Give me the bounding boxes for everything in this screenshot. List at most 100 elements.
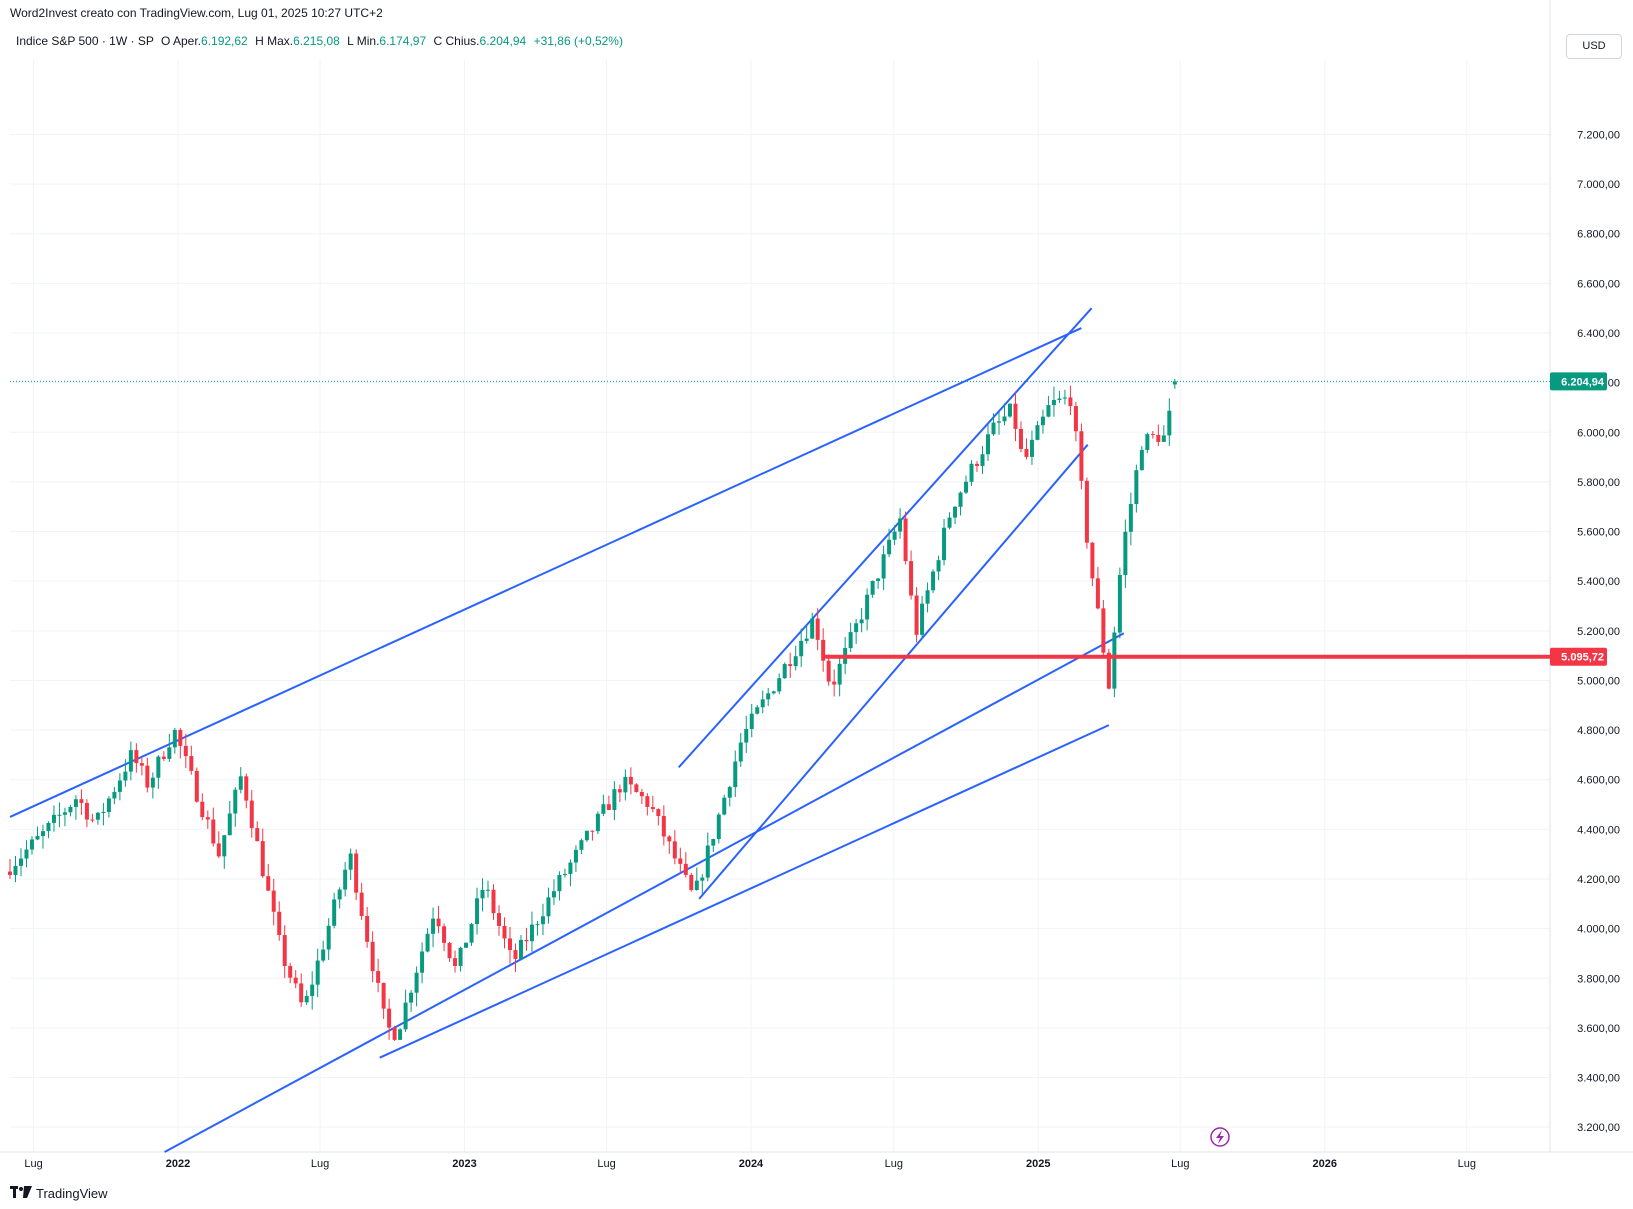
candle [661,805,666,846]
candle [486,880,491,898]
currency-button[interactable]: USD [1566,34,1622,59]
trendline [9,327,1082,818]
candle-body [727,787,732,798]
candle-body [167,747,172,759]
brand-footer[interactable]: TradingView [10,1186,108,1201]
price-tick-label: 5.400,00 [1577,576,1620,588]
candle-body [365,915,370,942]
time-tick-label: 2026 [1312,1158,1336,1170]
candle-body [332,899,337,926]
candle [628,767,633,795]
candle-body [1095,578,1100,609]
candle [733,750,738,798]
symbol-title[interactable]: Indice S&P 500 · 1W · SP [16,34,154,48]
candle [755,704,760,715]
candle-body [540,916,545,925]
candle-body [178,729,183,746]
candle-body [277,911,282,936]
candle-body [293,977,298,984]
last-price-badge-bg [1550,372,1607,391]
candle [233,787,238,827]
candle-body [1145,434,1150,450]
candle-body [376,971,381,983]
candle [84,799,89,828]
candle [321,940,326,963]
candle-body [744,728,749,743]
candle-body [354,853,359,893]
candle-body [260,841,265,877]
high-letter: H [255,34,264,48]
candle [18,848,23,877]
candle-body [898,518,903,532]
candle-body [958,492,963,507]
candle [73,795,78,820]
candle-body [1073,406,1078,432]
candle-body [903,518,908,562]
candle [1117,567,1122,639]
candle [617,784,622,803]
candle [634,783,639,793]
candle [667,835,672,854]
trendlines [9,307,1125,1153]
candle [1035,420,1040,441]
price-tick-label: 3.800,00 [1577,973,1620,985]
candle [832,669,837,697]
candle [469,922,474,946]
candle-body [35,836,40,840]
candle [117,773,122,801]
candle [722,794,727,816]
candle [1046,395,1051,418]
candle [24,840,29,868]
candle [8,858,12,879]
candle-body [689,874,694,890]
candle [815,608,820,651]
candle [826,654,831,686]
candle [1112,626,1117,698]
candle [161,751,166,762]
candle-body [1040,416,1045,426]
candle [216,831,221,858]
candle-body [892,531,897,540]
candle [612,781,617,821]
candle [79,789,84,815]
candle-body [1018,428,1023,449]
time-axis: Lug 2022 Lug 2023 Lug 2024 Lug 2025 Lug 2026 Lug [24,1158,1476,1170]
candle-body [991,422,996,435]
price-tick-label: 6.800,00 [1577,229,1620,241]
candle [799,628,804,668]
candle-body [826,660,831,682]
candle-body [678,858,683,864]
candle-body [475,898,480,925]
candle [502,917,507,949]
candle-body [925,590,930,604]
candle-body [387,1008,392,1028]
candle-body [694,880,699,890]
candle-body [321,949,326,961]
candle [865,588,870,631]
candle [310,971,315,1010]
candle [700,874,705,894]
candle-body [79,799,84,803]
candle [727,785,732,807]
candle [623,769,628,801]
candle-body [95,812,100,820]
candle [958,491,963,516]
candle-body [837,663,842,685]
candle-body [854,623,859,633]
candle [507,926,512,964]
candle-body [310,984,315,997]
candle [595,811,600,835]
candle [579,838,584,855]
candle [524,927,529,951]
last-price-badge-text: 6.204,94 [1561,376,1605,388]
candle-body [46,822,51,832]
candle [980,445,985,474]
candle-body [546,897,551,917]
candle [348,848,353,880]
candle [1040,409,1045,434]
lightning-icon[interactable] [1210,1127,1230,1147]
candle-body [793,656,798,667]
candle [354,849,359,901]
price-tick-label: 3.200,00 [1577,1122,1620,1134]
